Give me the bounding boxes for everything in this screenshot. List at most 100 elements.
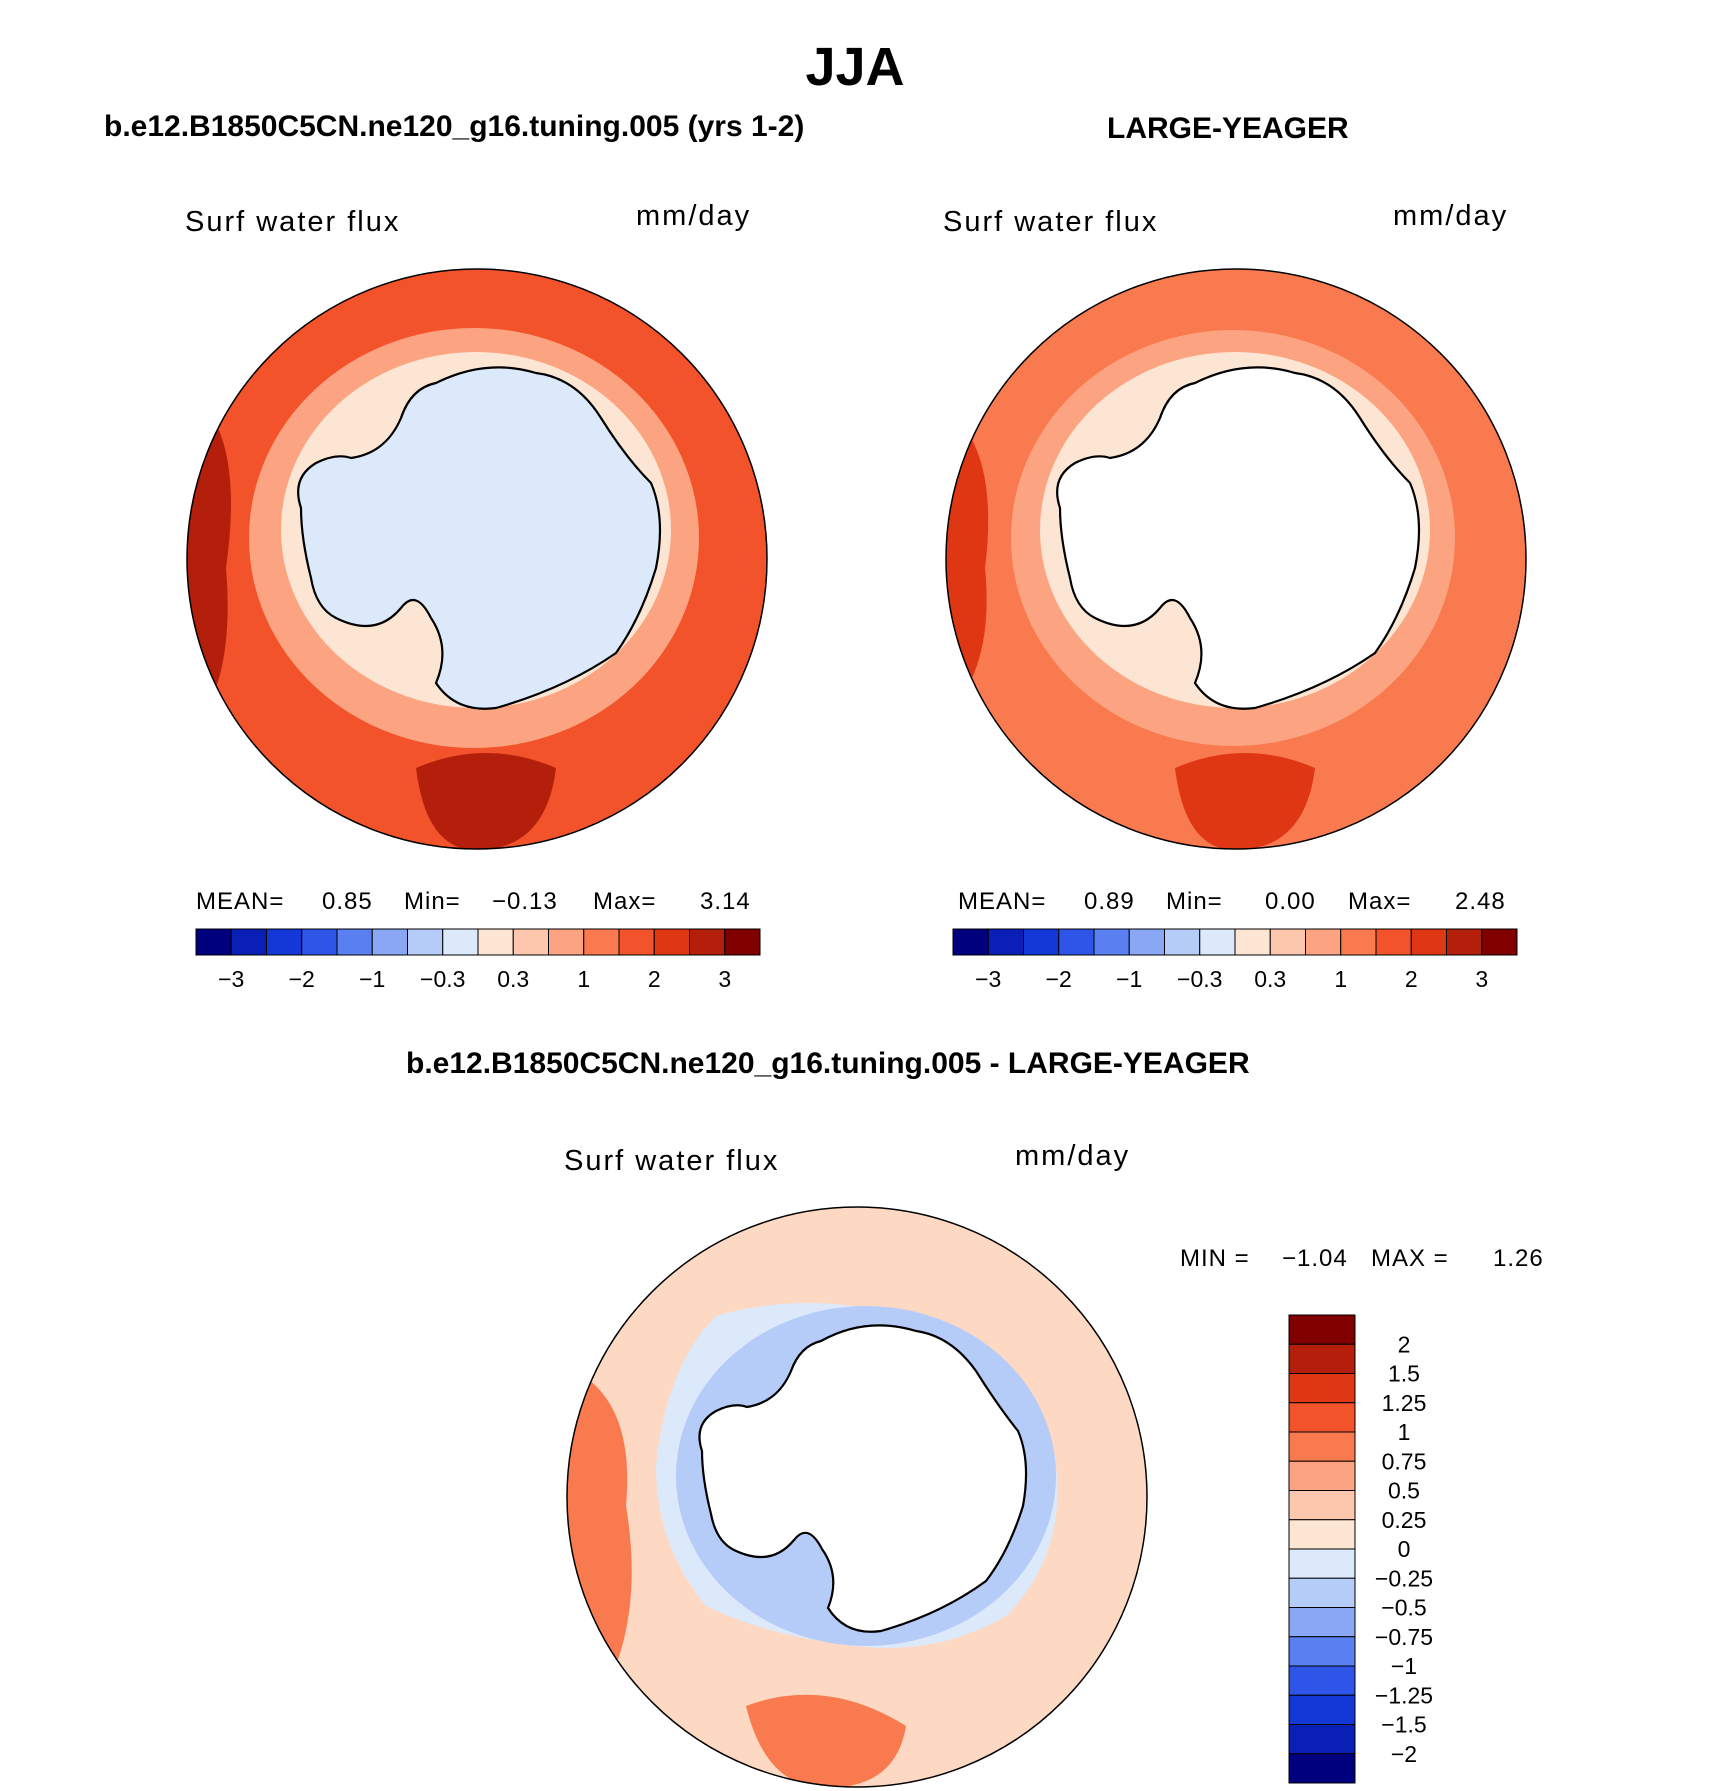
model-variable-label: Surf water flux	[185, 206, 401, 238]
model-colorbar-tick-label: 2	[648, 966, 661, 992]
model-colorbar-tick-label: 1	[577, 966, 590, 992]
obs-colorbar-box	[1375, 928, 1412, 956]
obs-high-flux-region-south	[1175, 753, 1315, 849]
diff-colorbar-tick-label: −1.25	[1375, 1682, 1433, 1708]
model-colorbar-box	[266, 928, 303, 956]
obs-colorbar-box	[1446, 928, 1483, 956]
diff-colorbar-box	[1288, 1373, 1356, 1404]
diff-max-label: MAX =	[1371, 1245, 1449, 1272]
model-colorbar-box	[230, 928, 267, 956]
diff-colorbar-tick-label: −1	[1391, 1653, 1417, 1679]
model-colorbar-box	[371, 928, 408, 956]
model-colorbar-box	[583, 928, 620, 956]
diff-variable-label: Surf water flux	[564, 1145, 780, 1177]
obs-colorbar-box	[1305, 928, 1342, 956]
diff-min-label: MIN =	[1180, 1245, 1250, 1272]
obs-colorbar-tick-label: −0.3	[1177, 966, 1222, 992]
model-panel-title: b.e12.B1850C5CN.ne120_g16.tuning.005 (yr…	[104, 110, 805, 143]
obs-colorbar-box	[1058, 928, 1095, 956]
obs-colorbar-tick-label: −1	[1116, 966, 1142, 992]
diff-colorbar-box	[1288, 1314, 1356, 1345]
model-polar-map	[186, 268, 768, 850]
obs-max-value: 2.48	[1455, 888, 1506, 915]
diff-max-value: 1.26	[1493, 1245, 1544, 1272]
diff-colorbar-tick-label: −0.25	[1375, 1565, 1433, 1591]
obs-min-value: 0.00	[1265, 888, 1316, 915]
diff-colorbar-tick-label: 0.75	[1382, 1448, 1427, 1474]
model-max-value: 3.14	[700, 888, 751, 915]
obs-min-label: Min=	[1166, 888, 1223, 915]
diff-colorbar-box	[1288, 1490, 1356, 1521]
diff-colorbar-box	[1288, 1460, 1356, 1491]
model-colorbar-box	[477, 928, 514, 956]
obs-colorbar-box	[987, 928, 1024, 956]
diff-colorbar-box	[1288, 1343, 1356, 1374]
diff-colorbar-box	[1288, 1636, 1356, 1667]
diff-colorbar-tick-label: −1.5	[1381, 1712, 1426, 1738]
diff-colorbar-box	[1288, 1753, 1356, 1784]
diff-colorbar-box	[1288, 1402, 1356, 1433]
diff-colorbar-box	[1288, 1724, 1356, 1755]
model-colorbar-box	[336, 928, 373, 956]
model-colorbar-tick-label: 0.3	[497, 966, 529, 992]
diff-colorbar-box	[1288, 1665, 1356, 1696]
obs-colorbar-tick-label: 1	[1334, 966, 1347, 992]
obs-colorbar-box	[1410, 928, 1447, 956]
diff-colorbar-tick-label: 1	[1398, 1419, 1411, 1445]
obs-polar-map	[945, 268, 1527, 850]
diff-colorbar-tick-label: −0.5	[1381, 1595, 1426, 1621]
model-colorbar-tick-label: 3	[718, 966, 731, 992]
obs-colorbar-box	[1128, 928, 1165, 956]
difference-colorbar: 2 1.5 1.25 1 0.75 0.5 0.25 0 −0.25 −0.5 −0.75 −1 −1.…	[1288, 1314, 1433, 1784]
obs-colorbar-box	[1093, 928, 1130, 956]
obs-colorbar-box	[952, 928, 989, 956]
diff-colorbar-box	[1288, 1607, 1356, 1638]
obs-mean-value: 0.89	[1084, 888, 1135, 915]
diff-colorbar-box	[1288, 1431, 1356, 1462]
diff-colorbar-tick-label: −0.75	[1375, 1624, 1433, 1650]
diff-colorbar-tick-label: 1.5	[1388, 1361, 1420, 1387]
model-mean-label: MEAN=	[196, 888, 285, 915]
diff-positive-region-south	[746, 1694, 906, 1787]
model-max-label: Max=	[593, 888, 657, 915]
diff-colorbar-box	[1288, 1548, 1356, 1579]
obs-colorbar-box	[1269, 928, 1306, 956]
model-colorbar-box	[512, 928, 549, 956]
obs-colorbar-box	[1199, 928, 1236, 956]
obs-colorbar-tick-label: 2	[1405, 966, 1418, 992]
model-units-label: mm/day	[636, 200, 752, 232]
model-colorbar-box	[301, 928, 338, 956]
diff-colorbar-box	[1288, 1519, 1356, 1550]
diff-colorbar-box	[1288, 1694, 1356, 1725]
model-colorbar-box	[618, 928, 655, 956]
obs-colorbar-box	[1481, 928, 1518, 956]
diff-colorbar-tick-label: 1.25	[1382, 1390, 1427, 1416]
obs-panel-title: LARGE-YEAGER	[1107, 112, 1349, 145]
obs-colorbar-tick-label: 0.3	[1254, 966, 1286, 992]
obs-mean-label: MEAN=	[958, 888, 1047, 915]
model-colorbar-box	[689, 928, 726, 956]
obs-colorbar-box	[1023, 928, 1060, 956]
model-colorbar-tick-label: −2	[289, 966, 315, 992]
diff-antarctica-land	[698, 1324, 1028, 1633]
obs-colorbar-box	[1340, 928, 1377, 956]
model-colorbar-tick-label: −0.3	[420, 966, 465, 992]
model-mean-value: 0.85	[322, 888, 373, 915]
obs-colorbar-tick-label: −2	[1046, 966, 1072, 992]
diff-colorbar-tick-label: 0.5	[1388, 1478, 1420, 1504]
model-antarctica-land	[297, 366, 662, 710]
difference-polar-map	[566, 1206, 1148, 1788]
model-min-label: Min=	[404, 888, 461, 915]
obs-units-label: mm/day	[1393, 200, 1509, 232]
model-colorbar-box	[548, 928, 585, 956]
figure-season-title: JJA	[805, 37, 905, 97]
model-high-flux-region-south	[416, 753, 556, 849]
model-colorbar-tick-label: −3	[218, 966, 244, 992]
model-colorbar-box	[724, 928, 761, 956]
model-colorbar-box	[407, 928, 444, 956]
obs-colorbar-box	[1234, 928, 1271, 956]
model-colorbar-tick-label: −1	[359, 966, 385, 992]
diff-units-label: mm/day	[1015, 1140, 1131, 1172]
obs-antarctica-land	[1056, 366, 1421, 710]
diff-colorbar-box	[1288, 1577, 1356, 1608]
